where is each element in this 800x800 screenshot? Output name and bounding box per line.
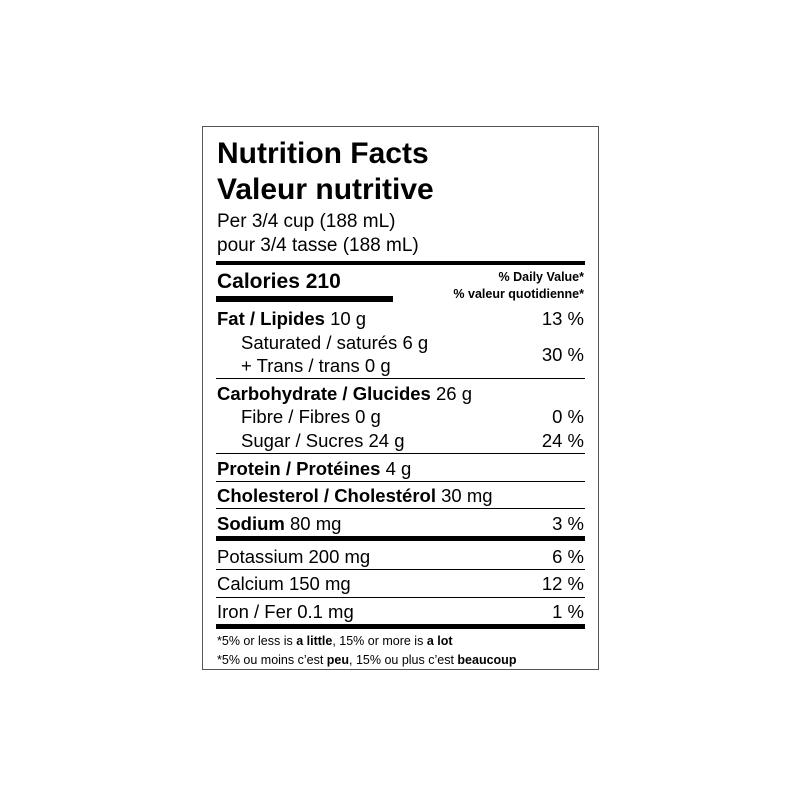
fat-row: Fat / Lipides 10 g	[217, 308, 367, 329]
sugar-row: Sugar / Sucres 24 g	[241, 430, 405, 451]
trans-row: + Trans / trans 0 g	[241, 355, 391, 376]
sodium-dv: 3 %	[552, 513, 584, 534]
divider	[216, 597, 585, 598]
cholesterol-row: Cholesterol / Cholestérol 30 mg	[217, 485, 493, 506]
daily-value-header-en: % Daily Value*	[498, 270, 584, 284]
potassium-dv: 6 %	[552, 546, 584, 567]
daily-value-header-fr: % valeur quotidienne*	[453, 287, 584, 301]
divider	[216, 481, 585, 482]
calcium-row: Calcium 150 mg	[217, 573, 351, 594]
calories-bar	[216, 296, 393, 302]
divider	[216, 569, 585, 570]
footnote-en: *5% or less is a little, 15% or more is …	[217, 634, 453, 648]
divider	[216, 453, 585, 454]
serving-size-fr: pour 3/4 tasse (188 mL)	[217, 235, 419, 256]
divider-thick	[216, 624, 585, 629]
fat-dv: 13 %	[541, 308, 584, 329]
title-fr: Valeur nutritive	[217, 173, 434, 206]
divider-thick	[216, 536, 585, 541]
fibre-row: Fibre / Fibres 0 g	[241, 406, 381, 427]
calcium-dv: 12 %	[541, 573, 584, 594]
divider	[216, 378, 585, 379]
divider	[216, 508, 585, 509]
iron-row: Iron / Fer 0.1 mg	[217, 601, 354, 622]
sodium-row: Sodium 80 mg	[217, 513, 342, 534]
fibre-dv: 0 %	[552, 406, 584, 427]
serving-size-en: Per 3/4 cup (188 mL)	[217, 211, 396, 232]
protein-row: Protein / Protéines 4 g	[217, 458, 412, 479]
saturated-row: Saturated / saturés 6 g	[241, 332, 429, 353]
carbohydrate-row: Carbohydrate / Glucides 26 g	[217, 383, 472, 404]
nutrition-facts-label: Nutrition Facts Valeur nutritive Per 3/4…	[202, 126, 599, 670]
potassium-row: Potassium 200 mg	[217, 546, 371, 567]
sugar-dv: 24 %	[541, 430, 584, 451]
divider-thick	[216, 261, 585, 265]
calories-row: Calories 210	[217, 270, 341, 293]
iron-dv: 1 %	[552, 601, 584, 622]
title-en: Nutrition Facts	[217, 137, 429, 170]
saturated-trans-dv: 30 %	[541, 344, 584, 365]
footnote-fr: *5% ou moins c’est peu, 15% ou plus c’es…	[217, 653, 517, 667]
